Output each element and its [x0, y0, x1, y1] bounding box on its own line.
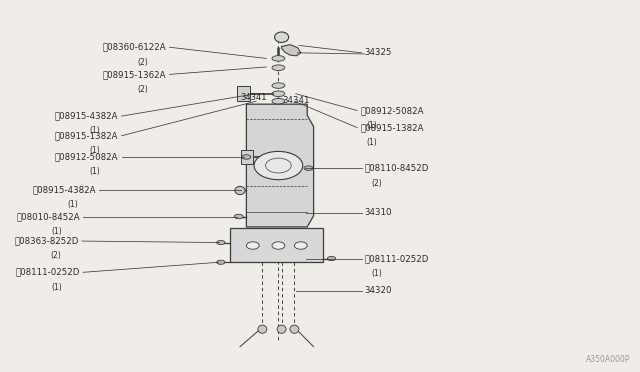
- Text: 34310: 34310: [365, 208, 392, 217]
- Text: Ⓑ08111-0252D: Ⓑ08111-0252D: [365, 254, 429, 263]
- Ellipse shape: [277, 325, 286, 333]
- Ellipse shape: [234, 214, 243, 219]
- FancyBboxPatch shape: [230, 228, 323, 262]
- Text: (2): (2): [371, 179, 382, 187]
- Text: Ⓦ08915-1382A: Ⓦ08915-1382A: [55, 131, 118, 140]
- Text: 34341: 34341: [282, 96, 310, 105]
- Ellipse shape: [275, 32, 289, 42]
- Text: (2): (2): [138, 85, 148, 94]
- Ellipse shape: [272, 55, 285, 61]
- Ellipse shape: [258, 325, 267, 333]
- Ellipse shape: [235, 186, 245, 195]
- Text: (1): (1): [90, 146, 100, 155]
- Text: (2): (2): [138, 58, 148, 67]
- Ellipse shape: [242, 155, 251, 159]
- FancyBboxPatch shape: [237, 86, 250, 101]
- Text: Ⓦ08915-4382A: Ⓦ08915-4382A: [55, 112, 118, 121]
- Ellipse shape: [272, 65, 285, 71]
- Text: (1): (1): [90, 167, 100, 176]
- Text: 34341: 34341: [241, 93, 267, 102]
- Circle shape: [254, 151, 303, 180]
- Text: Ⓦ08915-1382A: Ⓦ08915-1382A: [360, 123, 424, 132]
- Text: 34320: 34320: [365, 286, 392, 295]
- Ellipse shape: [216, 260, 225, 264]
- Text: (1): (1): [51, 227, 62, 236]
- Circle shape: [294, 242, 307, 249]
- Text: (1): (1): [367, 121, 378, 130]
- Text: Ⓥ08915-4382A: Ⓥ08915-4382A: [33, 185, 96, 194]
- Text: Ⓝ08912-5082A: Ⓝ08912-5082A: [55, 153, 118, 161]
- Ellipse shape: [272, 83, 285, 89]
- Text: Ⓑ08111-0252D: Ⓑ08111-0252D: [15, 268, 80, 277]
- Polygon shape: [246, 104, 314, 227]
- Ellipse shape: [272, 98, 285, 104]
- Text: (1): (1): [51, 283, 62, 292]
- Text: 34325: 34325: [365, 48, 392, 57]
- Ellipse shape: [327, 257, 336, 260]
- Text: Ⓝ08912-5082A: Ⓝ08912-5082A: [360, 106, 424, 115]
- Polygon shape: [282, 45, 301, 56]
- Ellipse shape: [290, 325, 299, 333]
- Text: Ⓢ08363-8252D: Ⓢ08363-8252D: [14, 237, 79, 246]
- Text: Ⓢ08360-6122A: Ⓢ08360-6122A: [103, 43, 166, 52]
- Text: A350A000P: A350A000P: [586, 355, 630, 364]
- Text: Ⓑ08010-8452A: Ⓑ08010-8452A: [17, 212, 80, 221]
- Text: (1): (1): [371, 269, 382, 278]
- Ellipse shape: [272, 91, 285, 97]
- Circle shape: [272, 242, 285, 249]
- Text: Ⓥ08915-1362A: Ⓥ08915-1362A: [103, 70, 166, 79]
- Text: (1): (1): [90, 126, 100, 135]
- Circle shape: [246, 242, 259, 249]
- Text: (1): (1): [367, 138, 378, 147]
- Ellipse shape: [216, 241, 225, 245]
- Text: Ⓑ08110-8452D: Ⓑ08110-8452D: [365, 164, 429, 173]
- Text: (1): (1): [67, 200, 78, 209]
- FancyBboxPatch shape: [241, 150, 253, 164]
- Text: (2): (2): [50, 251, 61, 260]
- Ellipse shape: [304, 166, 313, 170]
